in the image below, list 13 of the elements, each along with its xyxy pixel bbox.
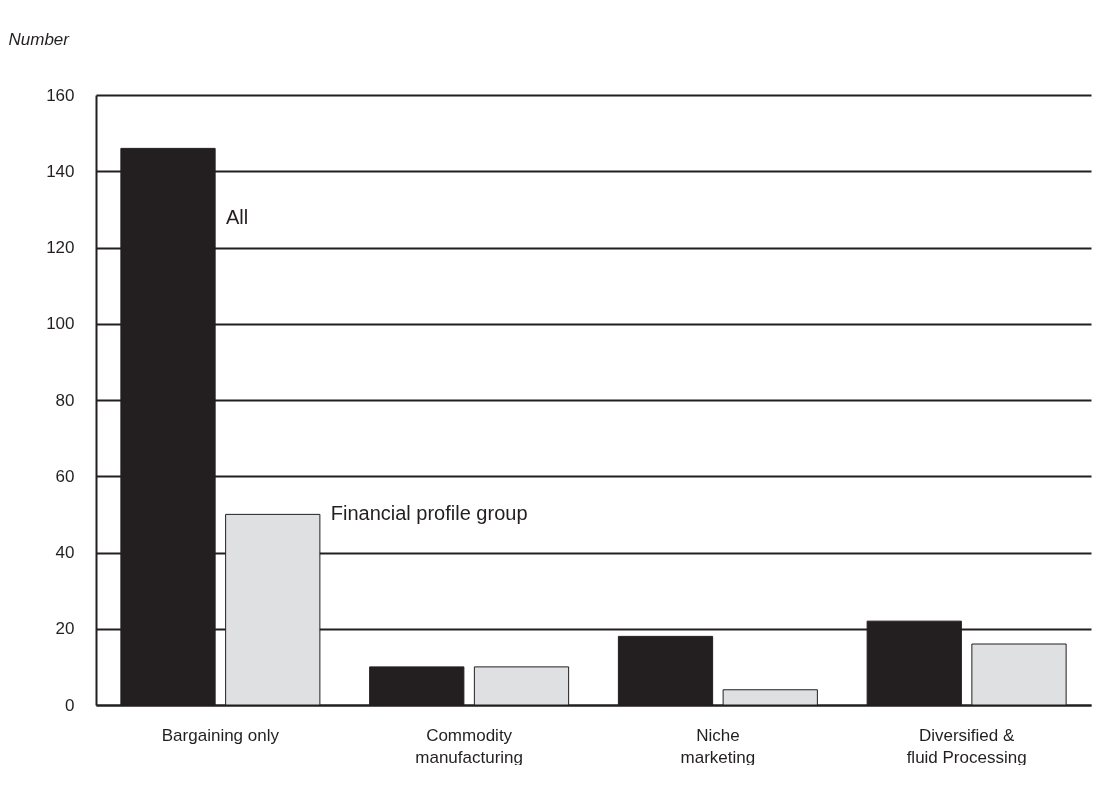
y-tick-label: 160	[46, 85, 75, 105]
series-label: Financial profile group	[330, 502, 528, 525]
y-tick-label: 20	[55, 619, 75, 639]
y-axis-title: Number	[8, 29, 71, 49]
y-tick-label: 80	[55, 390, 75, 410]
y-tick-label: 120	[46, 238, 75, 257]
y-tick-label: 0	[65, 695, 75, 715]
y-tick-label: 40	[55, 543, 75, 562]
y-tick-label: 140	[46, 161, 75, 181]
y-tick-label: 100	[46, 314, 75, 334]
x-tick-label: Bargaining only	[161, 725, 280, 745]
y-tick-label: 60	[55, 466, 75, 486]
series-label: All	[226, 206, 249, 229]
